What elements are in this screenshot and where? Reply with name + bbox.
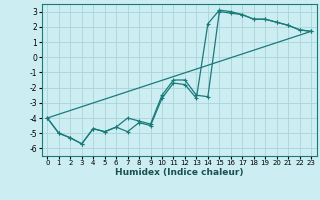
X-axis label: Humidex (Indice chaleur): Humidex (Indice chaleur) <box>115 168 244 177</box>
